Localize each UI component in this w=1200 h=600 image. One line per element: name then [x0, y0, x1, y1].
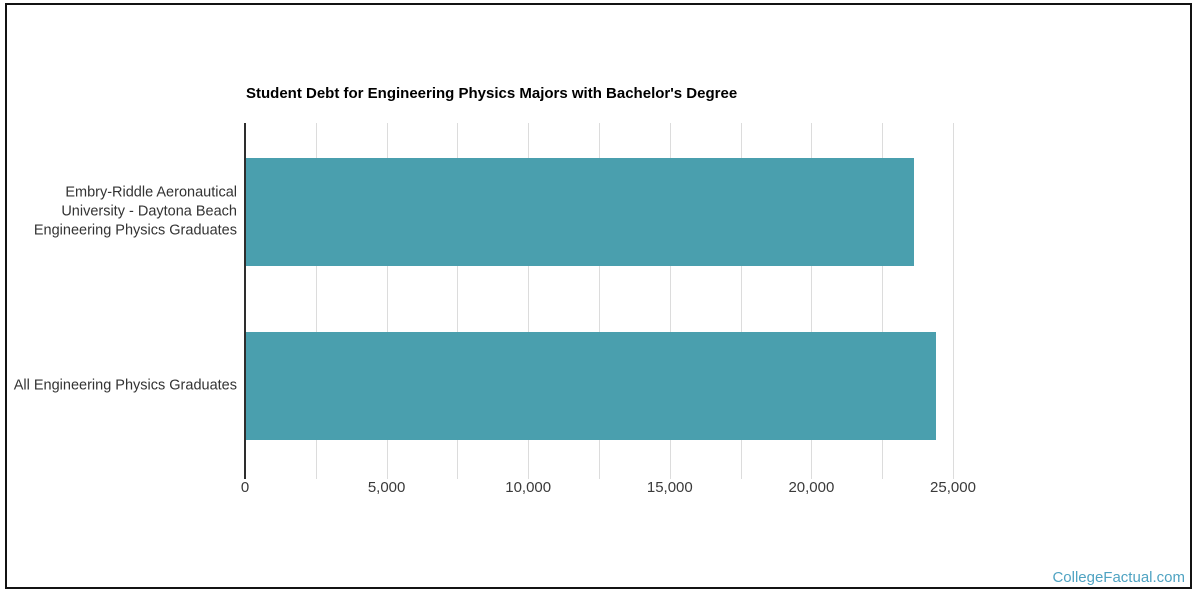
gridline	[953, 123, 954, 479]
y-category-label: All Engineering Physics Graduates	[14, 377, 237, 396]
y-category-label-line: Embry-Riddle Aeronautical	[65, 184, 237, 201]
x-tick-label: 10,000	[505, 479, 552, 496]
x-tick-label: 15,000	[646, 479, 693, 496]
x-tick-label: 25,000	[930, 479, 976, 496]
gridline	[669, 123, 671, 479]
gridline	[740, 123, 742, 479]
x-tick-label: 5,000	[367, 479, 406, 496]
gridline	[811, 123, 813, 479]
chart-frame-border	[5, 3, 1192, 589]
plot-area	[244, 123, 954, 479]
gridline	[882, 123, 884, 479]
bar	[246, 332, 937, 441]
bar	[246, 157, 915, 266]
y-category-label: Embry-Riddle Aeronautical University - Da…	[34, 183, 237, 240]
y-category-label-line: University - Daytona Beach	[61, 203, 237, 220]
x-axis-tick-labels: 0 5,000 10,000 15,000 20,000 25,000	[241, 479, 976, 499]
y-category-label-line: All Engineering Physics Graduates	[13, 377, 237, 394]
chart-title: Student Debt for Engineering Physics Maj…	[246, 85, 738, 102]
y-axis-category-labels: Embry-Riddle Aeronautical University - Da…	[8, 123, 241, 472]
gridline	[315, 123, 317, 479]
collegefactual-watermark: CollegeFactual.com	[1052, 569, 1185, 586]
x-tick-label: 0	[240, 479, 250, 496]
gridline	[528, 123, 530, 479]
gridline	[599, 123, 600, 479]
gridline	[386, 123, 388, 479]
x-tick-label: 20,000	[788, 479, 835, 496]
y-axis-line	[244, 123, 246, 479]
gridline	[457, 123, 459, 479]
y-category-label-line: Engineering Physics Graduates	[33, 222, 237, 239]
